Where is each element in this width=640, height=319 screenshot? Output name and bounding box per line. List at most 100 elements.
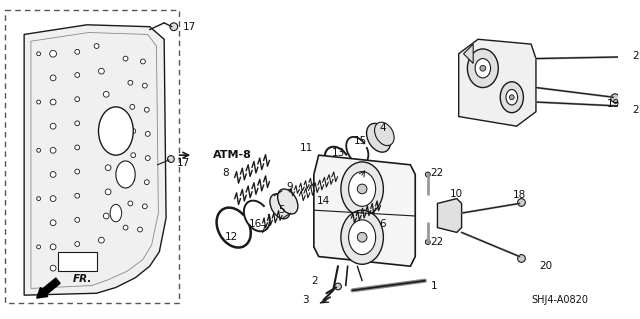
Ellipse shape [335, 283, 341, 290]
Ellipse shape [145, 131, 150, 136]
Ellipse shape [50, 147, 56, 153]
Text: 6: 6 [379, 219, 386, 229]
Text: 20: 20 [539, 261, 552, 271]
Ellipse shape [75, 193, 79, 198]
Text: 19: 19 [607, 99, 620, 109]
Text: ATM-8: ATM-8 [212, 150, 252, 160]
Ellipse shape [130, 104, 134, 109]
Ellipse shape [131, 129, 136, 133]
Text: 13: 13 [332, 148, 344, 158]
Ellipse shape [50, 99, 56, 105]
Polygon shape [24, 25, 166, 295]
Ellipse shape [426, 240, 430, 244]
Ellipse shape [50, 220, 56, 226]
Ellipse shape [36, 100, 40, 104]
Ellipse shape [103, 116, 109, 122]
Ellipse shape [145, 156, 150, 160]
Ellipse shape [103, 92, 109, 97]
Ellipse shape [50, 50, 56, 57]
Ellipse shape [99, 68, 104, 74]
Ellipse shape [475, 59, 491, 78]
Ellipse shape [99, 107, 133, 155]
Text: 7: 7 [259, 225, 266, 234]
Ellipse shape [131, 153, 136, 158]
Ellipse shape [50, 196, 56, 202]
Text: 11: 11 [300, 144, 313, 153]
Ellipse shape [141, 59, 145, 64]
Text: FR.: FR. [72, 274, 92, 284]
Ellipse shape [270, 194, 290, 219]
Ellipse shape [123, 56, 128, 61]
Ellipse shape [374, 122, 394, 145]
Ellipse shape [50, 123, 56, 129]
Ellipse shape [73, 264, 77, 269]
Ellipse shape [341, 210, 383, 264]
Ellipse shape [75, 121, 79, 126]
Text: 4: 4 [379, 123, 386, 133]
Ellipse shape [341, 162, 383, 216]
Ellipse shape [36, 245, 40, 249]
Bar [5, 10, 179, 303]
Ellipse shape [636, 51, 640, 60]
Text: 15: 15 [353, 136, 367, 146]
Ellipse shape [518, 255, 525, 262]
Ellipse shape [123, 225, 128, 230]
Ellipse shape [105, 189, 111, 195]
Ellipse shape [116, 161, 135, 188]
Ellipse shape [103, 213, 109, 219]
Ellipse shape [130, 177, 134, 182]
Text: 8: 8 [223, 167, 229, 178]
Ellipse shape [50, 75, 56, 81]
Text: 10: 10 [450, 189, 463, 199]
Text: 17: 17 [182, 22, 196, 32]
FancyArrow shape [36, 278, 60, 298]
Ellipse shape [36, 197, 40, 201]
Text: 18: 18 [513, 190, 526, 200]
Ellipse shape [143, 204, 147, 209]
Ellipse shape [357, 184, 367, 194]
Text: 2: 2 [312, 276, 318, 286]
Ellipse shape [349, 220, 376, 255]
Ellipse shape [99, 237, 104, 243]
Bar [58, 252, 97, 271]
Ellipse shape [110, 204, 122, 222]
Ellipse shape [128, 80, 132, 85]
Text: 21: 21 [633, 105, 640, 115]
Ellipse shape [518, 199, 525, 206]
Ellipse shape [426, 172, 430, 177]
Ellipse shape [143, 83, 147, 88]
Text: 22: 22 [430, 237, 443, 247]
Ellipse shape [480, 65, 486, 71]
Ellipse shape [509, 95, 514, 100]
Polygon shape [463, 44, 473, 63]
Ellipse shape [75, 97, 79, 101]
Ellipse shape [50, 244, 56, 250]
Text: 5: 5 [278, 205, 285, 215]
Ellipse shape [75, 49, 79, 54]
Ellipse shape [467, 49, 499, 87]
Ellipse shape [75, 241, 79, 246]
Ellipse shape [357, 233, 367, 242]
Text: 16: 16 [250, 219, 262, 229]
Ellipse shape [145, 180, 149, 185]
Ellipse shape [168, 156, 174, 162]
Ellipse shape [36, 148, 40, 152]
Ellipse shape [278, 189, 298, 214]
Ellipse shape [50, 265, 56, 271]
Ellipse shape [636, 103, 640, 112]
Ellipse shape [138, 227, 143, 232]
Ellipse shape [367, 123, 390, 152]
Ellipse shape [170, 23, 178, 31]
Ellipse shape [75, 218, 79, 222]
Text: SHJ4-A0820: SHJ4-A0820 [532, 295, 589, 305]
Ellipse shape [349, 172, 376, 206]
Ellipse shape [105, 141, 111, 146]
Text: 21: 21 [633, 51, 640, 61]
Text: 17: 17 [177, 158, 190, 168]
Ellipse shape [75, 169, 79, 174]
Ellipse shape [36, 52, 40, 56]
Text: 14: 14 [317, 196, 330, 205]
Ellipse shape [75, 73, 79, 78]
Ellipse shape [105, 165, 111, 171]
Text: 12: 12 [225, 232, 238, 242]
